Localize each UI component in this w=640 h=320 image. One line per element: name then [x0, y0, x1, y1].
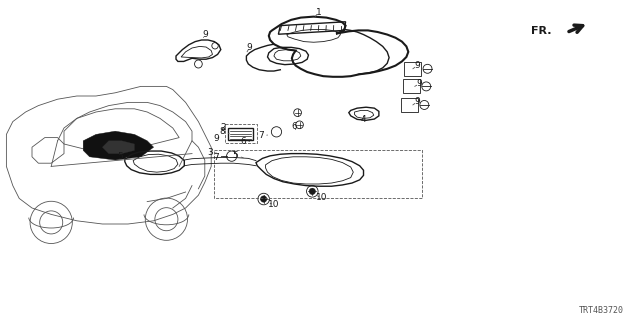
Polygon shape	[83, 131, 154, 160]
Text: FR.: FR.	[531, 26, 552, 36]
Text: 10: 10	[316, 193, 327, 202]
Circle shape	[309, 188, 316, 195]
Text: 8: 8	[220, 127, 229, 136]
Polygon shape	[102, 141, 134, 154]
Text: 6: 6	[241, 137, 250, 146]
Text: 4: 4	[361, 116, 366, 124]
Text: 2: 2	[220, 124, 225, 132]
Circle shape	[260, 196, 267, 202]
Text: 9: 9	[415, 79, 422, 88]
Text: 5: 5	[118, 152, 127, 161]
Text: 9: 9	[413, 97, 420, 106]
Text: 9: 9	[247, 43, 252, 52]
Text: 3: 3	[207, 148, 216, 157]
Text: 1: 1	[316, 8, 321, 17]
Text: 6: 6	[292, 122, 297, 131]
Text: 9: 9	[413, 61, 420, 70]
Text: 7: 7	[259, 132, 268, 140]
Text: 9: 9	[214, 134, 219, 143]
Text: TRT4B3720: TRT4B3720	[579, 306, 624, 315]
Text: 5: 5	[233, 151, 243, 160]
Text: 10: 10	[268, 200, 280, 209]
Text: 7: 7	[214, 153, 223, 162]
Text: 9: 9	[202, 30, 207, 39]
